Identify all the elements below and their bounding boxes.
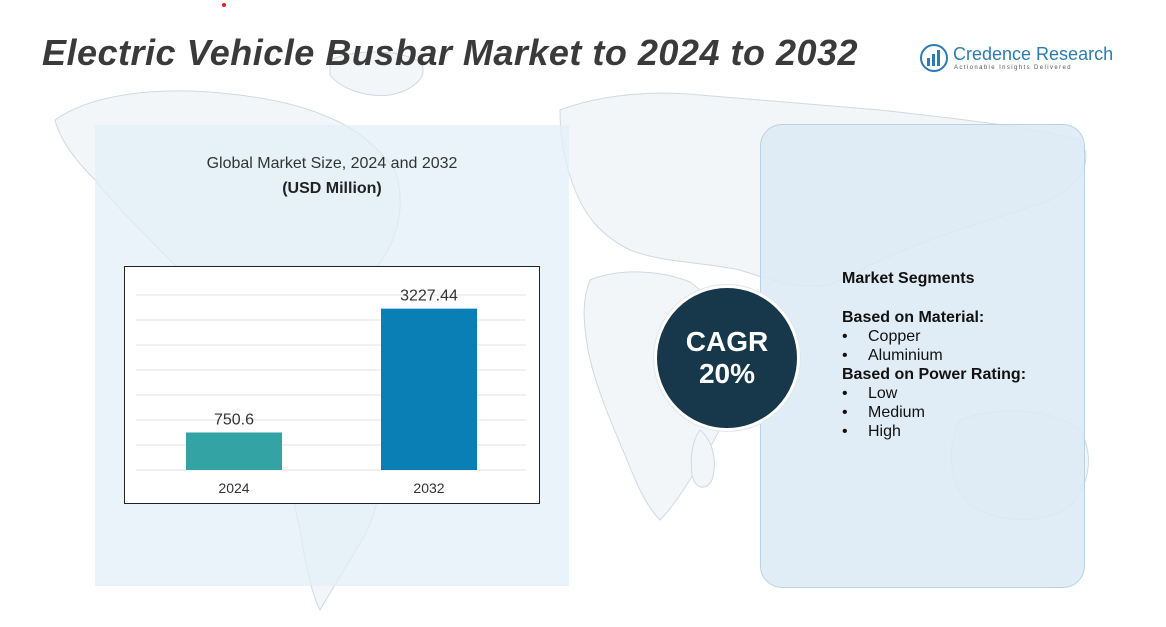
x-tick-label: 2024 [218,480,249,496]
chart-title: Global Market Size, 2024 and 2032 [206,155,458,172]
cagr-value: 20% [698,358,756,389]
segments-heading: Market Segments [842,270,975,287]
segment-item: Aluminium [842,346,1072,365]
x-tick-label: 2032 [413,480,444,496]
chart-subtitle: (USD Million) [282,180,382,197]
market-size-bar-chart: 750.6 2024 3227.44 2032 [136,288,526,496]
segment-item: Medium [842,403,1072,422]
segment-list-material: Copper Aluminium [842,327,1072,365]
cagr-badge: CAGR 20% [654,285,800,431]
data-label: 750.6 [214,411,254,428]
segment-group-title: Based on Power Rating: [842,366,1027,383]
bar-2024 [186,432,282,470]
accent-dot [222,3,226,7]
market-segments: Market Segments Based on Material: Coppe… [842,270,1072,441]
segment-list-power-rating: Low Medium High [842,384,1072,441]
logo: Credence Research Actionable Insights De… [920,42,1114,74]
segment-item: Copper [842,327,1072,346]
segment-item: High [842,422,1072,441]
page-title: Electric Vehicle Busbar Market to 2024 t… [42,32,859,73]
cagr-label: CAGR [685,326,769,357]
bar-chart-circle-icon [920,44,948,72]
segment-item: Low [842,384,1072,403]
data-label: 3227.44 [400,288,458,305]
bar-2032 [381,308,477,470]
logo-tagline: Actionable Insights Delivered [954,65,1072,71]
logo-name: Credence Research [953,44,1114,64]
segment-group-title: Based on Material: [842,309,985,326]
